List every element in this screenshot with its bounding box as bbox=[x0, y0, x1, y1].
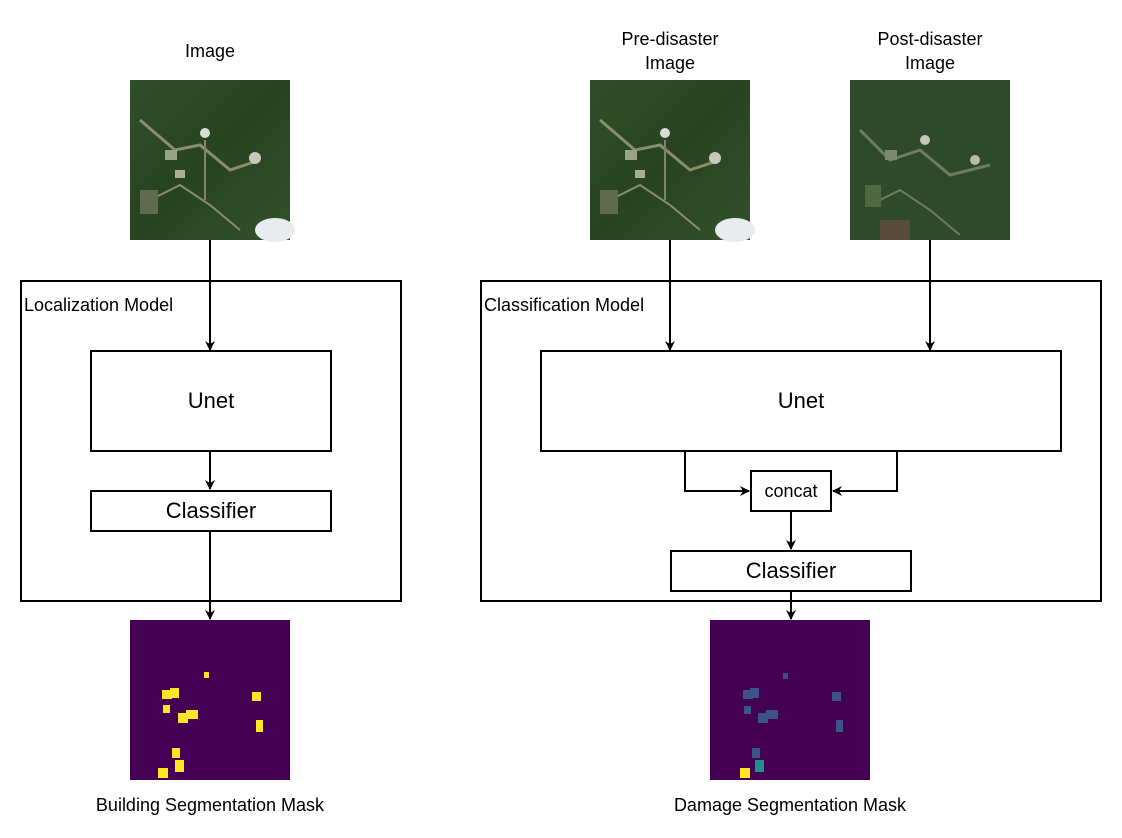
classifier-block-left bbox=[90, 490, 332, 532]
damage-segmentation-mask-image bbox=[710, 620, 870, 780]
post-disaster-label-line2: Image bbox=[905, 53, 955, 73]
damage-mask-label: Damage Segmentation Mask bbox=[674, 795, 907, 815]
classifier-label-right: Classifier bbox=[746, 558, 836, 583]
unet-block-right bbox=[540, 350, 1062, 452]
arrow-unet-right-to-concat bbox=[832, 451, 898, 496]
input-satellite-image bbox=[130, 80, 295, 242]
concat-label: concat bbox=[764, 481, 817, 501]
unet-label-right: Unet bbox=[778, 388, 824, 413]
pre-disaster-label-line1: Pre-disaster bbox=[621, 29, 718, 49]
arrow-unet-left-to-concat bbox=[684, 451, 750, 496]
classifier-block-right bbox=[670, 550, 912, 592]
unet-block-left bbox=[90, 350, 332, 452]
localization-model-label: Localization Model bbox=[24, 295, 173, 315]
classification-model-label: Classification Model bbox=[484, 295, 644, 315]
concat-block bbox=[750, 470, 832, 512]
unet-label-left: Unet bbox=[188, 388, 234, 413]
post-disaster-satellite-image bbox=[850, 80, 1010, 240]
pre-disaster-label-line2: Image bbox=[645, 53, 695, 73]
pre-disaster-satellite-image bbox=[590, 80, 755, 242]
post-disaster-label-line1: Post-disaster bbox=[877, 29, 982, 49]
building-mask-label: Building Segmentation Mask bbox=[96, 795, 325, 815]
building-segmentation-mask-image bbox=[130, 620, 290, 780]
input-image-label: Image bbox=[185, 41, 235, 61]
classifier-label-left: Classifier bbox=[166, 498, 256, 523]
